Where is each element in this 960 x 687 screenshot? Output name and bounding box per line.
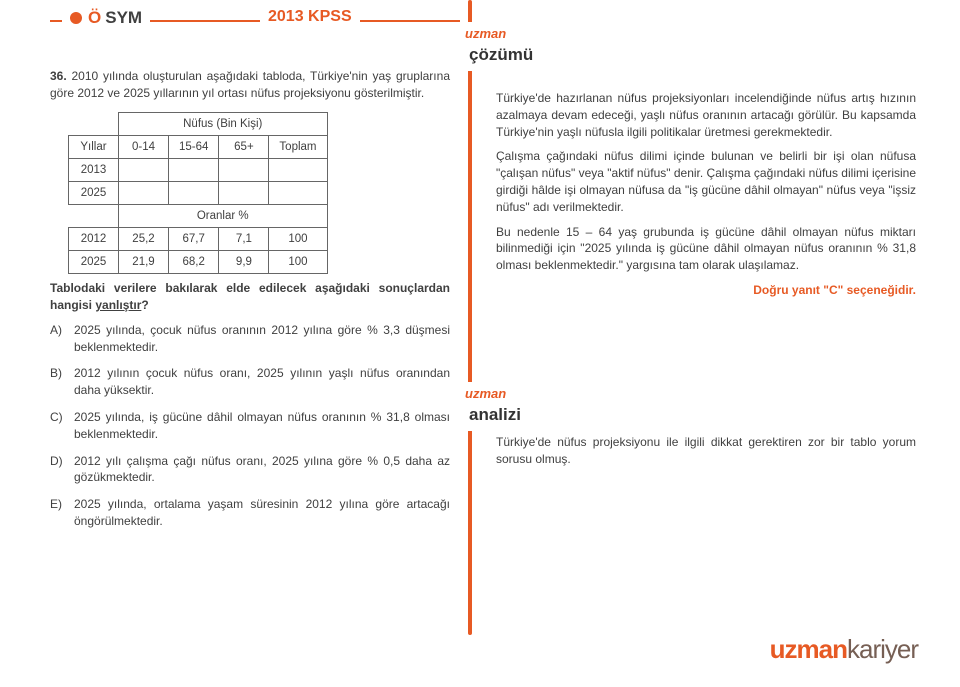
cell: 67,7 [169, 228, 219, 251]
osym-logo: ÖSYM [62, 6, 150, 30]
question-number: 36. [50, 69, 67, 83]
uzman-text-1: uzman [455, 25, 533, 43]
solution-p1: Türkiye'de hazırlanan nüfus projeksiyonl… [496, 90, 916, 140]
option-label: B) [50, 365, 68, 399]
nufus-header: Nüfus (Bin Kişi) [119, 112, 328, 135]
table-row: 2025 21,9 68,2 9,9 100 [69, 251, 328, 274]
option-label: E) [50, 496, 68, 530]
correct-answer: Doğru yanıt "C" seçeneğidir. [496, 282, 916, 299]
option-text: 2025 yılında, çocuk nüfus oranının 2012 … [74, 322, 450, 356]
cell: 2012 [69, 228, 119, 251]
analysis-label: uzman analizi [455, 382, 521, 431]
analysis-column: Türkiye'de nüfus projeksiyonu ile ilgili… [496, 434, 916, 468]
oranlar-header: Oranlar % [119, 204, 328, 227]
option-label: D) [50, 453, 68, 487]
col-yillar: Yıllar [69, 135, 119, 158]
analizi-text: analizi [455, 403, 521, 427]
logo-o: Ö [88, 6, 101, 30]
option-text: 2012 yılı çalışma çağı nüfus oranı, 2025… [74, 453, 450, 487]
cell: 9,9 [219, 251, 269, 274]
cell: 21,9 [119, 251, 169, 274]
table-row: 2013 [69, 158, 328, 181]
question-text: 36. 2010 yılında oluşturulan aşağıdaki t… [50, 68, 450, 102]
table-subheader: Oranlar % [69, 204, 328, 227]
after-table-text: Tablodaki verilere bakılarak elde edilec… [50, 280, 450, 314]
solution-p3: Bu nedenle 15 – 64 yaş grubunda iş gücün… [496, 224, 916, 274]
logo-dot-icon [70, 12, 82, 24]
col-0-14: 0-14 [119, 135, 169, 158]
table-header-group: Nüfus (Bin Kişi) [69, 112, 328, 135]
cell: 2025 [69, 251, 119, 274]
col-15-64: 15-64 [169, 135, 219, 158]
logo-rest: SYM [105, 6, 142, 30]
option-c: C)2025 yılında, iş gücüne dâhil olmayan … [50, 409, 450, 443]
option-e: E)2025 yılında, ortalama yaşam süresinin… [50, 496, 450, 530]
exam-title: 2013 KPSS [260, 6, 360, 28]
brand-uzman: uzman [770, 634, 847, 664]
option-label: C) [50, 409, 68, 443]
option-label: A) [50, 322, 68, 356]
cell: 100 [269, 251, 327, 274]
option-d: D)2012 yılı çalışma çağı nüfus oranı, 20… [50, 453, 450, 487]
col-toplam: Toplam [269, 135, 327, 158]
cell: 2013 [69, 158, 119, 181]
option-b: B)2012 yılının çocuk nüfus oranı, 2025 y… [50, 365, 450, 399]
cozumu-text: çözümü [455, 43, 533, 67]
solution-label: uzman çözümü [455, 22, 533, 71]
question-body: 2010 yılında oluşturulan aşağıdaki tablo… [50, 69, 450, 100]
cell: 2025 [69, 181, 119, 204]
question-column: 36. 2010 yılında oluşturulan aşağıdaki t… [50, 68, 450, 540]
option-a: A)2025 yılında, çocuk nüfus oranının 201… [50, 322, 450, 356]
col-65plus: 65+ [219, 135, 269, 158]
solution-column: Türkiye'de hazırlanan nüfus projeksiyonl… [496, 90, 916, 307]
option-text: 2025 yılında, ortalama yaşam süresinin 2… [74, 496, 450, 530]
analysis-p1: Türkiye'de nüfus projeksiyonu ile ilgili… [496, 434, 916, 468]
solution-p2: Çalışma çağındaki nüfus dilimi içinde bu… [496, 148, 916, 215]
cell: 68,2 [169, 251, 219, 274]
cell: 7,1 [219, 228, 269, 251]
table-row: 2012 25,2 67,7 7,1 100 [69, 228, 328, 251]
table-row: 2025 [69, 181, 328, 204]
population-table: Nüfus (Bin Kişi) Yıllar 0-14 15-64 65+ T… [68, 112, 328, 275]
footer-brand: uzmankariyer [770, 631, 918, 667]
brand-kariyer: kariyer [847, 634, 918, 664]
cell: 25,2 [119, 228, 169, 251]
uzman-text-2: uzman [455, 385, 521, 403]
cell: 100 [269, 228, 327, 251]
table-header-cols: Yıllar 0-14 15-64 65+ Toplam [69, 135, 328, 158]
option-text: 2025 yılında, iş gücüne dâhil olmayan nü… [74, 409, 450, 443]
option-text: 2012 yılının çocuk nüfus oranı, 2025 yıl… [74, 365, 450, 399]
vertical-rule [468, 0, 472, 635]
